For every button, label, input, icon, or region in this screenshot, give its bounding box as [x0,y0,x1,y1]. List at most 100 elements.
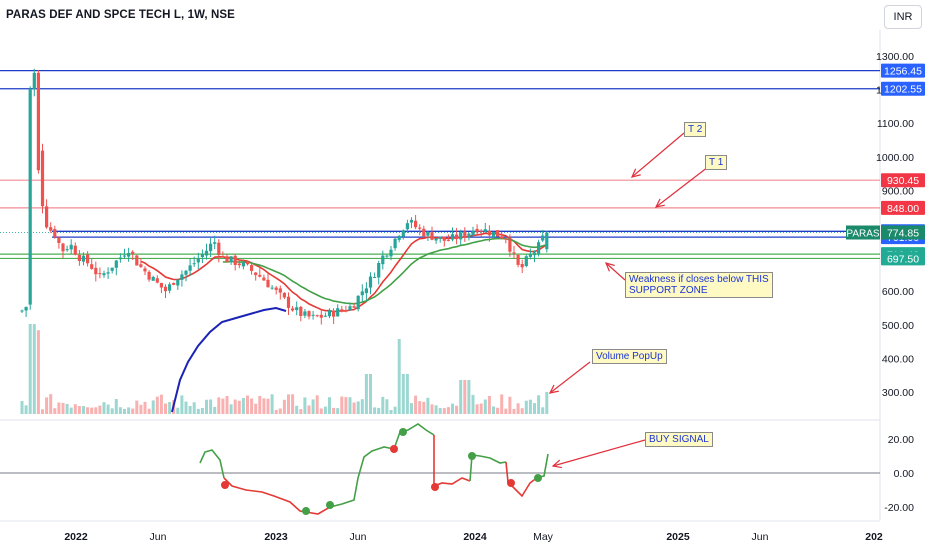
candle-body [414,220,418,228]
candle-body [90,264,94,269]
candle-body [98,273,102,275]
candle-body [86,254,90,264]
volume-bar [291,394,295,414]
candle-body [397,236,401,240]
volume-bar [94,407,98,414]
candle-body [258,274,262,277]
volume-bar [508,396,512,414]
volume-bar [434,405,438,414]
x-tick-label: May [533,531,554,543]
candle-body [114,260,118,268]
volume-bar [123,408,126,414]
y-tick-label: 300.00 [882,387,914,399]
volume-bar [393,406,397,414]
last-price-box [881,225,925,240]
candle-body [450,234,455,240]
volume-bar [541,407,545,414]
volume-bar [442,408,446,414]
volume-bar [479,403,483,414]
oscillator-line [505,461,539,498]
volume-bar [20,401,24,414]
candle-body [77,255,81,261]
volume-bar [49,394,53,414]
signal-dot [431,483,439,491]
volume-bar [114,399,118,414]
candle-body [479,230,483,232]
volume-bar [237,400,241,414]
price-label-box [881,200,925,215]
arrow-support [605,262,626,281]
volume-bar [254,403,258,414]
volume-bar [475,404,479,414]
volume-bar [65,403,69,414]
oscillator-line [329,423,435,508]
y-tick-label: 1000.00 [876,152,914,164]
candle-body [471,230,475,235]
volume-bar [192,402,196,414]
candle-body [229,256,233,262]
volume-bar [451,403,454,414]
candle-body [233,255,237,265]
candle-body [262,277,266,281]
signal-dot [399,428,407,436]
signal-dot [221,481,229,489]
volume-bar [61,402,65,414]
volume-bar [225,396,229,414]
candle-body [401,230,405,237]
candle-body [299,306,303,316]
volume-bar [512,408,516,414]
volume-bar [496,407,500,414]
candle-body [430,232,434,240]
candle-body [532,252,537,256]
volume-bar [344,397,348,414]
volume-bar [274,409,278,414]
volume-bar [184,401,188,414]
candle-body [446,240,450,242]
candle-body [266,279,270,288]
arrow-buy-head [551,459,562,469]
candle-body [356,295,360,310]
price-label-text: 697.50 [887,253,919,265]
volume-bar [102,402,106,414]
candle-body [188,265,192,271]
oscillator-line [199,449,225,479]
candle-body [520,264,524,268]
candle-body [475,228,479,233]
candle-body [135,255,139,266]
currency-selector[interactable]: INR [884,5,922,29]
candle-body [377,263,381,278]
blue-indicator-line [171,306,287,413]
volume-bar [278,408,282,414]
candle-body [102,273,106,276]
volume-bar [446,407,450,414]
candle-body [364,288,368,294]
candle-body [237,263,241,266]
candle-body [381,255,385,265]
arrow-volume-head [548,384,559,394]
candle-body [213,242,217,244]
candle-body [155,278,159,283]
signal-dot [534,474,542,482]
volume-bar [528,399,532,414]
volume-bar [106,404,110,414]
candle-body [393,238,397,249]
candle-body [282,292,286,298]
candle-body [151,276,155,281]
volume-bar [418,401,422,414]
osc-tick-label: 0.00 [894,468,915,480]
candle-body [319,314,323,318]
volume-bar [250,398,254,414]
candle-body [81,255,86,262]
volume-bar [127,407,131,414]
arrow-volume [549,361,591,394]
volume-bar [53,408,57,414]
price-label-box [881,173,925,188]
candle-body [422,228,426,237]
candle-body [418,227,422,229]
volume-bar [328,397,331,414]
volume-bar [463,380,467,414]
volume-bar [545,392,549,414]
x-tick-label: 202 [865,531,883,543]
volume-bar [155,396,159,414]
